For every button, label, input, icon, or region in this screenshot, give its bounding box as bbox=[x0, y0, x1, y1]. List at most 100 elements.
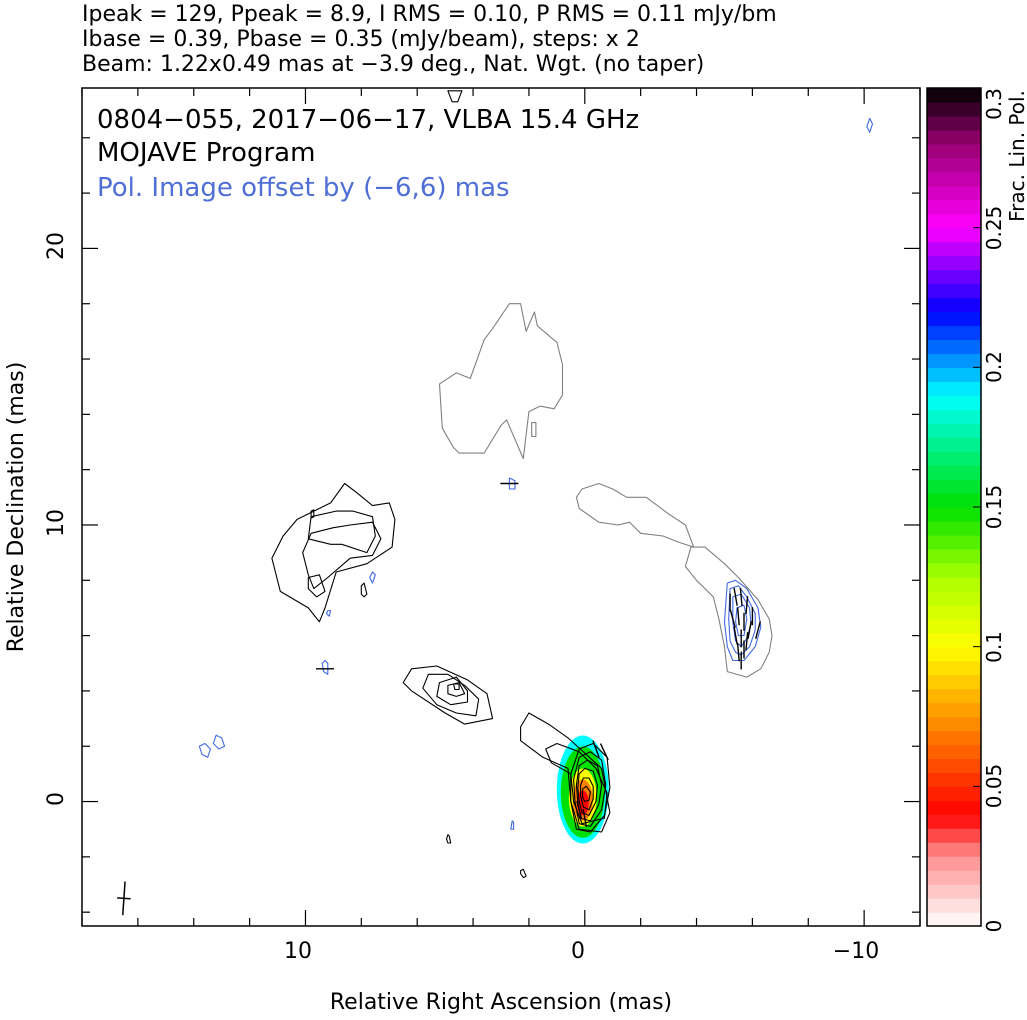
evpa-vector-layer bbox=[316, 482, 761, 828]
contour-group-pol-west-knot bbox=[723, 579, 762, 662]
jet-outer-mid-contour-0 bbox=[575, 482, 695, 548]
evpa-vector-5 bbox=[729, 610, 736, 628]
colorbar-band bbox=[927, 115, 981, 131]
header-line-1: Ipeak = 129, Ppeak = 8.9, I RMS = 0.10, … bbox=[82, 2, 777, 27]
colorbar-label: Frac. Lin. Pol. bbox=[1005, 90, 1027, 222]
contour-group-artifact-top bbox=[447, 90, 463, 103]
colorbar-ticks bbox=[973, 87, 981, 927]
colorbar-tick-label-0.15: 0.15 bbox=[982, 485, 1006, 530]
colorbar-band bbox=[927, 800, 981, 815]
colorbar-band bbox=[927, 381, 981, 396]
x-tick-label-0: 0 bbox=[571, 939, 585, 964]
colorbar-band bbox=[927, 702, 981, 718]
knot-small-1-contour-0 bbox=[360, 582, 368, 598]
colorbar-band bbox=[927, 660, 981, 676]
colorbar-band bbox=[927, 437, 981, 452]
evpa-vector-14 bbox=[755, 621, 761, 639]
evpa-vector-2 bbox=[739, 587, 743, 606]
evpa-vector-6 bbox=[736, 607, 740, 626]
colorbar-band bbox=[927, 311, 981, 327]
colorbar-band bbox=[927, 493, 981, 508]
pol-blobs-contour-3 bbox=[321, 659, 329, 675]
colorbar-tick-label-0.3: 0.3 bbox=[982, 88, 1006, 120]
x-axis-label: Relative Right Ascension (mas) bbox=[330, 990, 672, 1015]
colorbar-gradient bbox=[927, 88, 981, 927]
colorbar-band bbox=[927, 870, 981, 885]
colorbar-band bbox=[927, 814, 981, 829]
contour-group-knot-small-1 bbox=[360, 582, 368, 598]
knot-small-2-contour-0 bbox=[445, 834, 452, 844]
pol-blobs-contour-0 bbox=[508, 477, 516, 490]
colorbar-band bbox=[927, 157, 981, 173]
offset-annotation: Pol. Image offset by (−6,6) mas bbox=[97, 173, 510, 203]
y-tick-label-20: 20 bbox=[44, 232, 69, 260]
knot-small-3-contour-0 bbox=[520, 868, 527, 879]
pol-blobs-contour-1 bbox=[369, 571, 376, 584]
colorbar-band bbox=[927, 297, 981, 313]
knot-west-group-contour-1 bbox=[302, 521, 382, 590]
header-line-2: Ibase = 0.39, Pbase = 0.35 (mJy/beam), s… bbox=[82, 27, 640, 52]
colorbar-band bbox=[927, 227, 981, 243]
colorbar-tick-label-0: 0 bbox=[982, 920, 1006, 933]
colorbar-band bbox=[927, 618, 981, 634]
colorbar-band bbox=[927, 520, 981, 536]
colorbar-band bbox=[927, 325, 981, 340]
colorbar-band bbox=[927, 101, 981, 117]
contour-group-jet-outer-mid bbox=[575, 482, 695, 548]
pol-west-knot-contour-0 bbox=[723, 579, 762, 662]
evpa-vector-19 bbox=[582, 809, 588, 828]
contour-group-jet-outer-north bbox=[438, 303, 564, 460]
knot-west-group-contour-2 bbox=[307, 510, 376, 554]
y-axis-label: Relative Declination (mas) bbox=[4, 362, 29, 653]
colorbar-band bbox=[927, 88, 981, 103]
pol-blobs-contour-4 bbox=[510, 820, 515, 830]
colorbar-band bbox=[927, 730, 981, 746]
knot-west-group-contour-3 bbox=[307, 574, 326, 598]
pol-blobs-contour-6 bbox=[198, 742, 212, 758]
header-line-3: Beam: 1.22x0.49 mas at −3.9 deg., Nat. W… bbox=[82, 52, 705, 77]
pol-west-knot-contour-1 bbox=[728, 585, 756, 656]
evpa-vector-11 bbox=[745, 632, 749, 651]
colorbar-band bbox=[927, 353, 981, 368]
colorbar-band bbox=[927, 674, 981, 690]
colorbar-band bbox=[927, 451, 981, 466]
evpa-vector-9 bbox=[733, 626, 738, 645]
colorbar: 0 0.05 0.1 0.15 0.2 0.25 0.3 Frac. Lin. … bbox=[926, 87, 1027, 933]
colorbar-band bbox=[927, 786, 981, 801]
colorbar-tick-label-0.1: 0.1 bbox=[982, 631, 1006, 663]
contour-group-jet-outer-west bbox=[684, 546, 773, 678]
colorbar-band bbox=[927, 423, 981, 438]
contour-group-knot-small-3 bbox=[520, 868, 527, 879]
colorbar-band bbox=[927, 143, 981, 159]
y-tick-label-0: 0 bbox=[44, 792, 69, 806]
colorbar-band bbox=[927, 255, 981, 271]
colorbar-band bbox=[927, 465, 981, 480]
colorbar-tick-label-0.05: 0.05 bbox=[982, 764, 1006, 809]
colorbar-band bbox=[927, 283, 981, 299]
colorbar-band bbox=[927, 367, 981, 382]
evpa-vector-12 bbox=[736, 643, 740, 662]
core-contour-5 bbox=[582, 785, 591, 803]
knot-c2-contour-4 bbox=[452, 683, 460, 691]
colorbar-band bbox=[927, 409, 981, 424]
evpa-vector-1 bbox=[733, 587, 738, 606]
core-extension-contour-1 bbox=[545, 742, 608, 825]
contour-group-core bbox=[570, 742, 611, 833]
colorbar-band bbox=[927, 199, 981, 215]
beam-marker bbox=[117, 881, 131, 916]
program-annotation: MOJAVE Program bbox=[97, 138, 315, 168]
colorbar-band bbox=[927, 828, 981, 843]
core-contour-0 bbox=[570, 742, 611, 833]
contour-group-knot-c2 bbox=[402, 665, 494, 725]
colorbar-tick-label-0.2: 0.2 bbox=[982, 351, 1006, 383]
artifact-top-contour-0 bbox=[447, 90, 463, 103]
plot-area bbox=[117, 90, 874, 916]
evpa-vector-16 bbox=[599, 743, 609, 761]
colorbar-band bbox=[927, 479, 981, 494]
colorbar-band bbox=[927, 912, 981, 927]
core-extension-contour-0 bbox=[520, 712, 611, 833]
colorbar-band bbox=[927, 213, 981, 229]
pol-blobs-contour-2 bbox=[325, 610, 332, 617]
y-tick-label-10: 10 bbox=[44, 509, 69, 537]
